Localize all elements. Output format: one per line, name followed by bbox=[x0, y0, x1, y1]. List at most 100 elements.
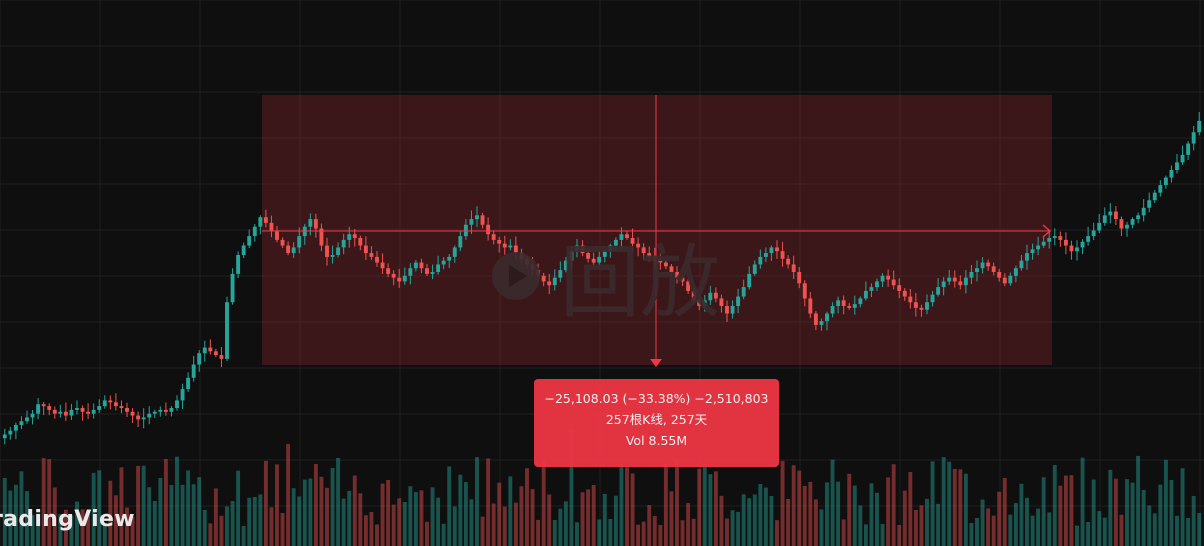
measure-range-rect[interactable] bbox=[262, 95, 1052, 365]
candle-body bbox=[213, 351, 218, 356]
volume-bar bbox=[980, 499, 985, 546]
candle-body bbox=[36, 404, 41, 414]
candle-body bbox=[963, 277, 968, 286]
candle-body bbox=[97, 406, 102, 410]
measure-volume-text: Vol 8.55M bbox=[625, 433, 688, 448]
candle-body bbox=[997, 272, 1002, 278]
candle-body bbox=[1136, 215, 1141, 220]
candle-body bbox=[1025, 253, 1029, 261]
candle-body bbox=[558, 270, 563, 278]
volume-bar bbox=[636, 524, 641, 546]
candle-body bbox=[136, 415, 141, 420]
candle-body bbox=[880, 275, 885, 282]
candle-body bbox=[830, 306, 835, 314]
volume-bar bbox=[563, 501, 568, 546]
candle-body bbox=[236, 255, 241, 274]
candle-body bbox=[336, 247, 341, 255]
play-circle-icon bbox=[492, 252, 540, 300]
candle-body bbox=[975, 268, 979, 272]
candle-body bbox=[397, 277, 402, 282]
volume-bar bbox=[1147, 505, 1152, 546]
volume-bar bbox=[486, 458, 491, 546]
candle-body bbox=[108, 400, 113, 403]
volume-bar bbox=[475, 457, 479, 546]
candle-body bbox=[825, 313, 829, 322]
candle-body bbox=[869, 287, 874, 291]
candle-body bbox=[680, 277, 685, 282]
volume-bar bbox=[1141, 489, 1146, 546]
volume-bar bbox=[1030, 515, 1035, 546]
candle-body bbox=[158, 409, 163, 412]
candle-body bbox=[641, 247, 646, 254]
volume-bar bbox=[586, 489, 591, 546]
candle-body bbox=[908, 296, 913, 303]
candle-body bbox=[580, 245, 585, 254]
candle-body bbox=[375, 256, 379, 263]
candle-body bbox=[141, 417, 146, 420]
candle-body bbox=[1152, 192, 1157, 201]
candle-body bbox=[608, 245, 613, 252]
volume-bar bbox=[1025, 497, 1029, 546]
candle-body bbox=[8, 430, 13, 435]
volume-bar bbox=[769, 495, 774, 546]
volume-bar bbox=[702, 463, 707, 546]
candle-body bbox=[725, 306, 729, 314]
candle-body bbox=[491, 234, 496, 240]
volume-bar bbox=[119, 467, 124, 546]
volume-bar bbox=[425, 521, 429, 546]
volume-bar bbox=[580, 492, 585, 546]
volume-bar bbox=[80, 509, 85, 546]
volume-bar bbox=[913, 509, 918, 546]
candle-body bbox=[1002, 277, 1007, 284]
candle-body bbox=[669, 266, 674, 272]
candle-body bbox=[786, 258, 791, 265]
volume-bar bbox=[830, 459, 835, 546]
volume-bar bbox=[597, 519, 602, 546]
volume-bar bbox=[1180, 468, 1185, 546]
candle-body bbox=[1047, 238, 1052, 242]
volume-bar bbox=[241, 525, 246, 546]
volume-bar bbox=[802, 485, 807, 546]
candle-body bbox=[925, 302, 929, 310]
candle-body bbox=[841, 300, 846, 306]
candle-body bbox=[1069, 245, 1074, 252]
candle-body bbox=[363, 245, 368, 254]
tradingview-logo[interactable]: radingView bbox=[0, 507, 135, 532]
volume-bar bbox=[880, 523, 885, 546]
volume-bar bbox=[630, 473, 635, 546]
volume-bar bbox=[452, 506, 457, 546]
volume-bar bbox=[613, 495, 618, 546]
volume-bar bbox=[708, 474, 713, 546]
candle-body bbox=[1147, 200, 1152, 208]
volume-bar bbox=[469, 499, 474, 546]
candle-body bbox=[425, 268, 429, 274]
volume-bar bbox=[386, 479, 391, 546]
candle-body bbox=[758, 256, 763, 265]
volume-bar bbox=[413, 492, 418, 546]
candle-body bbox=[1086, 236, 1091, 242]
candle-body bbox=[647, 253, 652, 257]
candle-body bbox=[369, 253, 374, 257]
volume-bar bbox=[819, 509, 824, 546]
candle-body bbox=[102, 400, 107, 407]
volume-bar bbox=[258, 494, 263, 546]
volume-bar bbox=[1158, 484, 1163, 546]
volume-bar bbox=[575, 522, 579, 546]
volume-bar bbox=[619, 464, 624, 546]
candle-body bbox=[252, 226, 257, 237]
volume-bar bbox=[108, 480, 113, 546]
volume-bar bbox=[1169, 479, 1174, 546]
volume-bar bbox=[719, 495, 724, 546]
volume-bar bbox=[180, 484, 185, 546]
volume-bar bbox=[1047, 512, 1052, 546]
candle-body bbox=[1130, 219, 1135, 225]
measure-bars-text: 257根K线, 257天 bbox=[605, 412, 708, 427]
candle-body bbox=[1197, 120, 1202, 133]
candle-body bbox=[1169, 170, 1174, 178]
candle-body bbox=[275, 230, 279, 240]
volume-bar bbox=[1113, 478, 1118, 546]
volume-bar bbox=[358, 493, 363, 546]
volume-bar bbox=[408, 486, 413, 546]
